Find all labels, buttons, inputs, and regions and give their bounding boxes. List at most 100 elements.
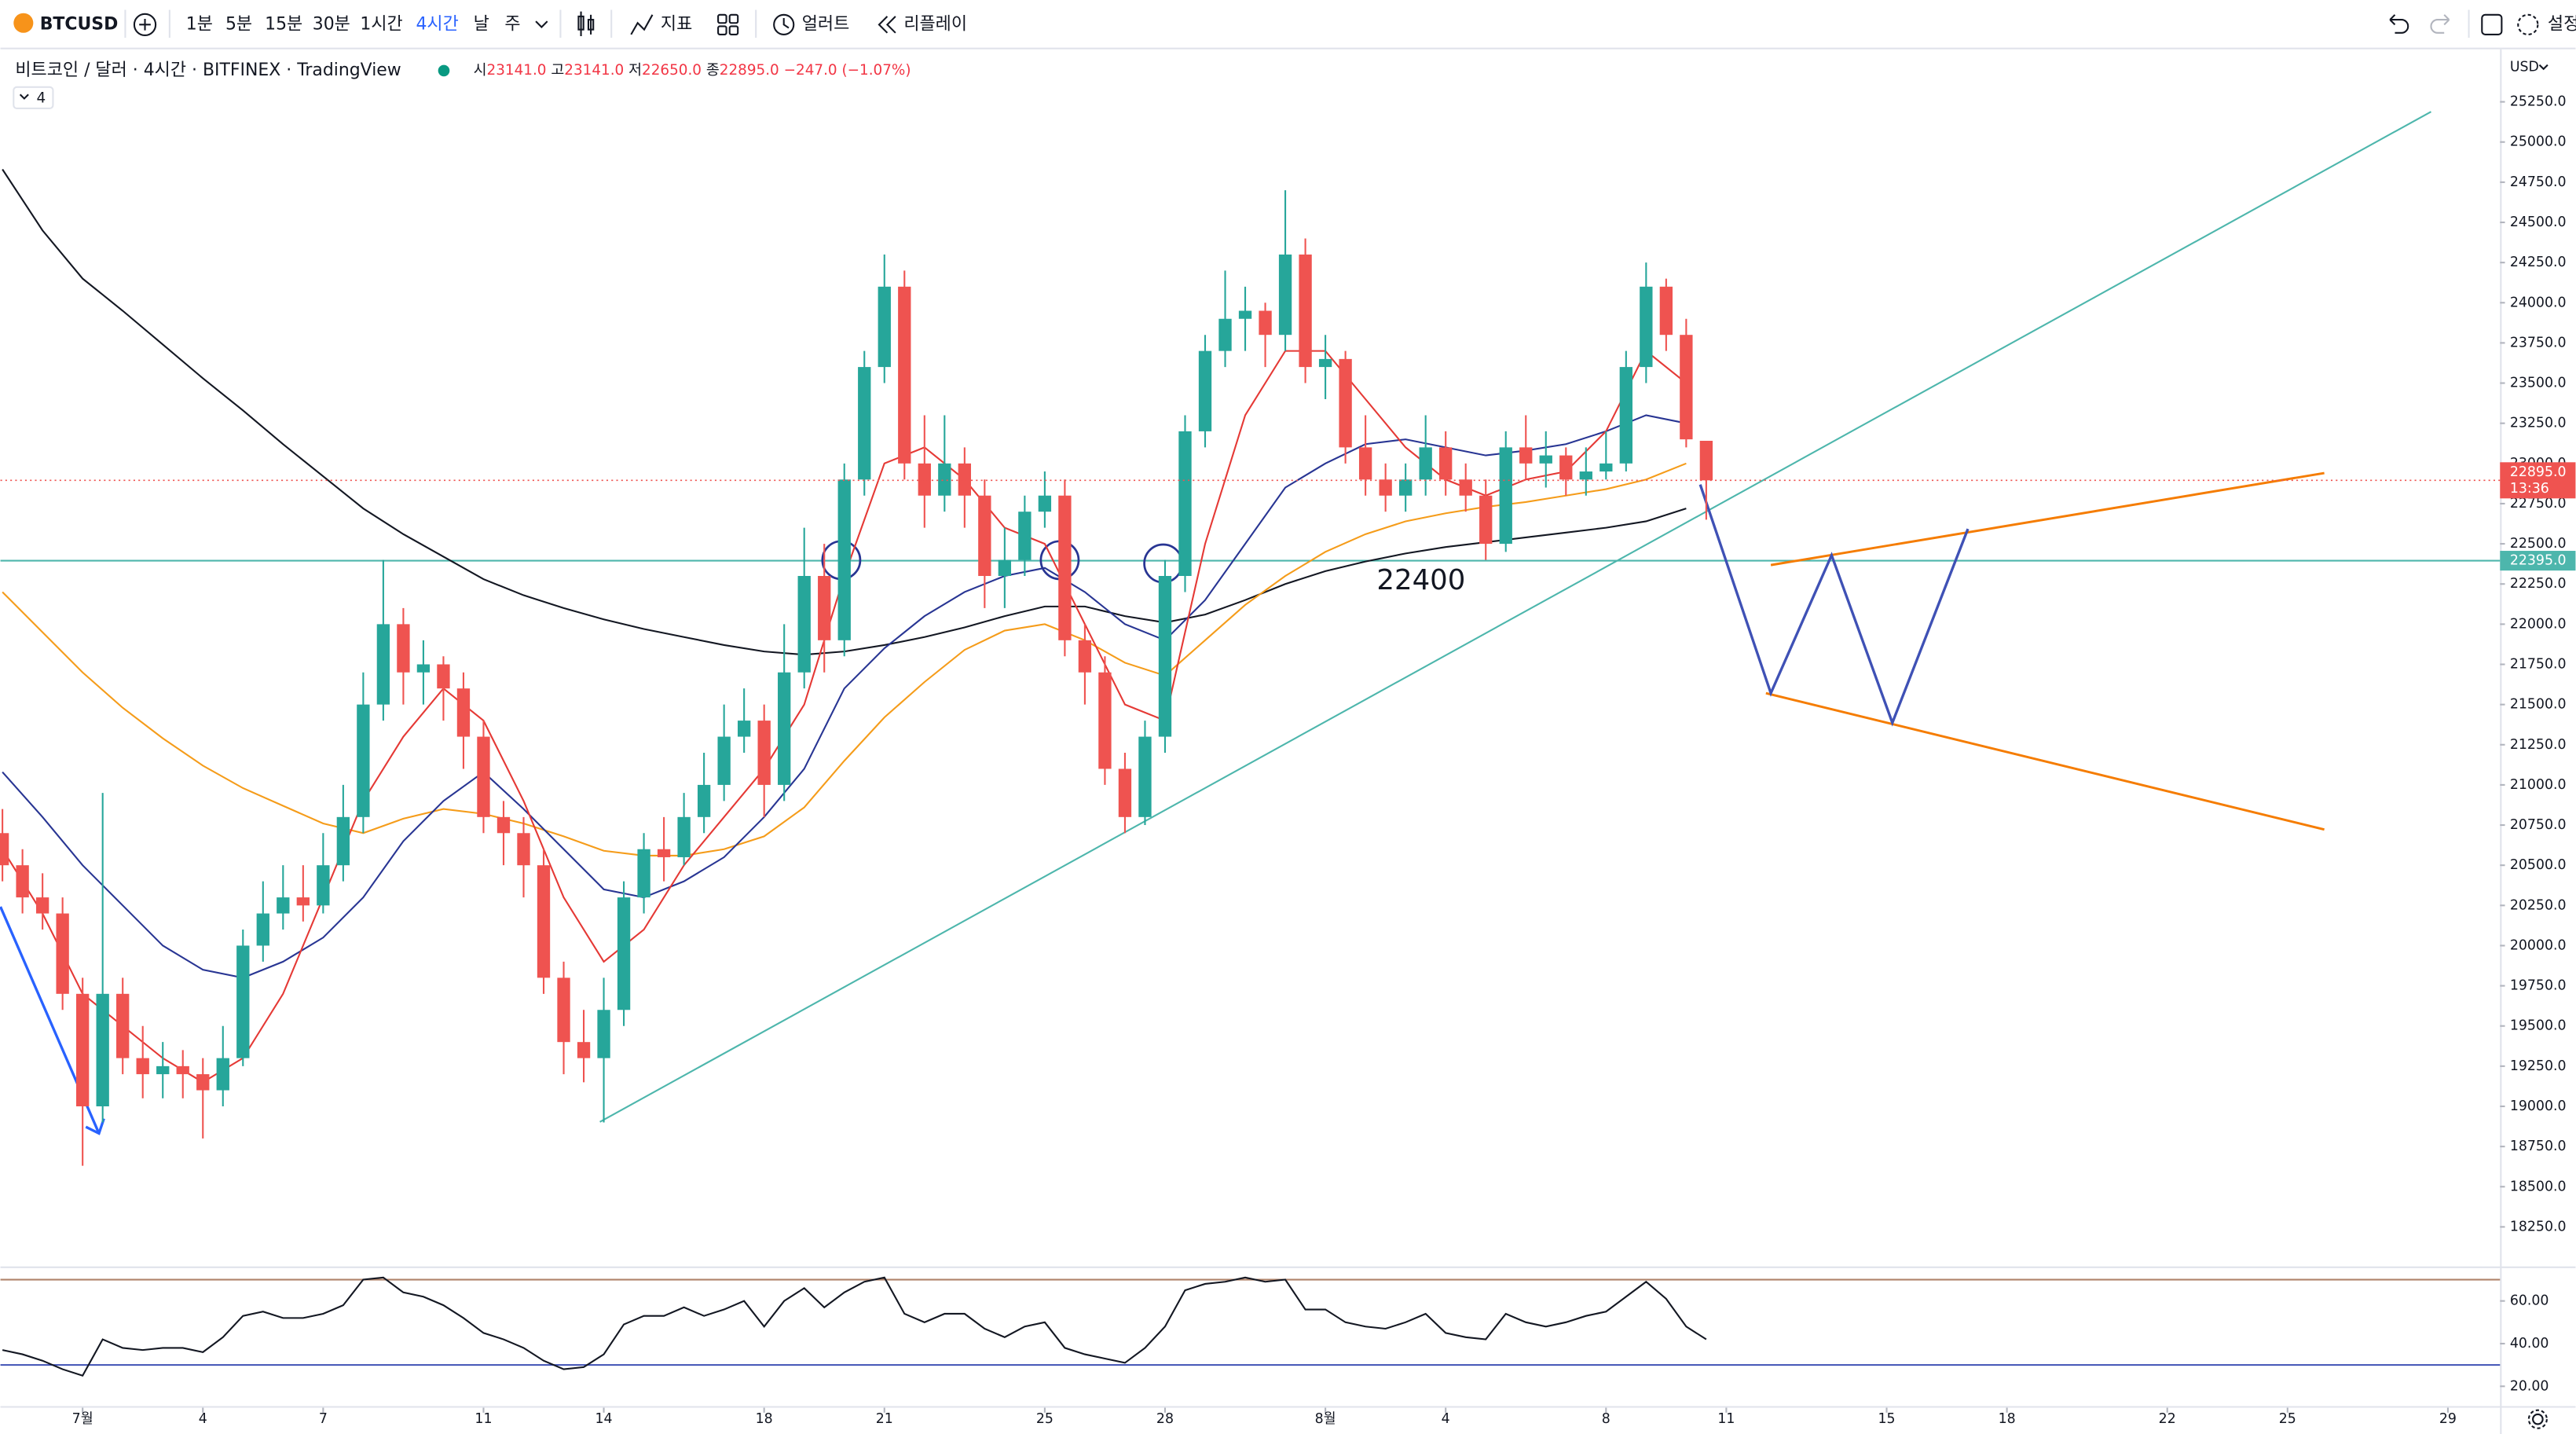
ohlc-value: 22650.0 [642, 62, 702, 79]
alerts-button[interactable]: 얼러트 [802, 14, 850, 34]
lower-channel-line[interactable] [1765, 691, 2325, 831]
currency[interactable]: USD [2510, 60, 2539, 75]
interval[interactable]: 1시간 [360, 14, 402, 34]
candle-body [0, 833, 9, 866]
candle-body [1138, 736, 1152, 817]
indicators-button[interactable]: 지표 [661, 14, 692, 34]
candle-body [858, 367, 871, 480]
price-label-box [2500, 551, 2576, 571]
x-tick-label: 21 [876, 1411, 893, 1427]
moving-average [2, 462, 1687, 856]
candle-body [1599, 463, 1613, 472]
interval[interactable]: 15분 [265, 14, 302, 34]
undo-button[interactable] [2389, 14, 2409, 34]
symbol[interactable]: BTCUSD [40, 14, 119, 34]
candle-body [1198, 350, 1212, 431]
alert-icon[interactable] [773, 13, 795, 35]
interval[interactable]: 주 [504, 14, 520, 34]
candle-body [1659, 286, 1673, 336]
replay-icon[interactable] [878, 16, 896, 34]
candle-body [1238, 310, 1252, 319]
y-tick-label: 19000.0 [2510, 1098, 2567, 1114]
y-tick-label: 20250.0 [2510, 897, 2567, 913]
candle-body [757, 721, 771, 785]
candle-body [717, 736, 731, 785]
cloud-icon[interactable] [2517, 13, 2539, 35]
interval[interactable]: 1분 [186, 14, 213, 34]
candle-body [397, 624, 410, 673]
y-tick-label: 20000.0 [2510, 937, 2567, 953]
icon [2527, 1409, 2548, 1429]
candle-body [196, 1074, 210, 1091]
ohlc-value: 22895.0 [720, 62, 779, 79]
layout-button[interactable] [2481, 13, 2503, 35]
candle-body [16, 865, 29, 898]
projection-path[interactable] [1698, 484, 1970, 727]
candle-body [958, 463, 971, 496]
candle-body [697, 784, 711, 817]
candle-body [1058, 495, 1072, 640]
candle-body [56, 913, 69, 994]
candle-body [1178, 431, 1192, 577]
interval[interactable]: 날 [474, 14, 489, 34]
rsi-line [2, 1276, 1707, 1377]
y-tick-label: 23750.0 [2510, 335, 2567, 350]
icon [728, 13, 739, 24]
candle-body [577, 1042, 591, 1058]
price-label: 22395.0 [2510, 553, 2567, 569]
candle-body [1559, 455, 1573, 480]
settings-button[interactable]: 설정 [2548, 14, 2576, 34]
y-tick-label: 23250.0 [2510, 416, 2567, 431]
y-tick-label: 22000.0 [2510, 616, 2567, 632]
candle-body [1018, 512, 1031, 560]
indicator-icon[interactable] [630, 14, 654, 35]
candle-body [1419, 447, 1432, 480]
indicator-toggle[interactable] [13, 86, 54, 110]
interval[interactable]: 30분 [313, 14, 350, 34]
chart-type-button[interactable] [577, 11, 595, 36]
candle-body [1619, 367, 1632, 464]
currency-menu[interactable] [2538, 64, 2549, 71]
candle-body [797, 576, 811, 673]
candle-body [657, 849, 671, 857]
candle-body [1358, 447, 1372, 480]
y-tick-label: 25000.0 [2510, 134, 2567, 150]
trend-line[interactable] [599, 111, 2431, 1123]
x-tick-label: 8월 [1315, 1411, 1336, 1427]
redo-button[interactable] [2430, 14, 2450, 34]
candle-body [1158, 576, 1172, 737]
interval-active[interactable]: 4시간 [416, 14, 458, 34]
candle-body [176, 1065, 189, 1075]
candle-body [1640, 286, 1653, 368]
candle-body [477, 736, 490, 817]
x-tick-label: 7 [319, 1411, 328, 1427]
icon [717, 25, 727, 35]
candle-body [1078, 640, 1092, 673]
interval[interactable]: 5분 [225, 14, 252, 34]
x-tick-label: 25 [2279, 1411, 2296, 1427]
interval-menu[interactable] [535, 20, 548, 28]
symbol-icon[interactable] [13, 13, 34, 33]
y-tick-label: 18750.0 [2510, 1139, 2567, 1154]
last-price-label: 22895.0 [2510, 464, 2567, 480]
ohlc-label: 종 [706, 62, 720, 79]
x-tick-label: 28 [1156, 1411, 1174, 1427]
annotation[interactable]: 22400 [1376, 564, 1465, 596]
candle-body [517, 833, 530, 866]
x-tick-label: 14 [595, 1411, 613, 1427]
y-tick-label: 24750.0 [2510, 174, 2567, 190]
replay-button[interactable]: 리플레이 [903, 14, 967, 34]
market-status [438, 64, 450, 77]
candle-body [216, 1058, 229, 1091]
settings-gear[interactable] [2527, 1409, 2548, 1429]
upper-channel-line[interactable] [1770, 471, 2325, 567]
y-tick-label: 21250.0 [2510, 737, 2567, 753]
legend: 비트코인 / 달러 · 4시간 · BITFINEX · TradingView… [13, 61, 911, 110]
compare-button[interactable] [133, 13, 157, 36]
candle-body [76, 993, 90, 1106]
templates-button[interactable] [717, 13, 739, 35]
candle-body [898, 286, 911, 464]
ohlc-value: 23141.0 [487, 62, 547, 79]
